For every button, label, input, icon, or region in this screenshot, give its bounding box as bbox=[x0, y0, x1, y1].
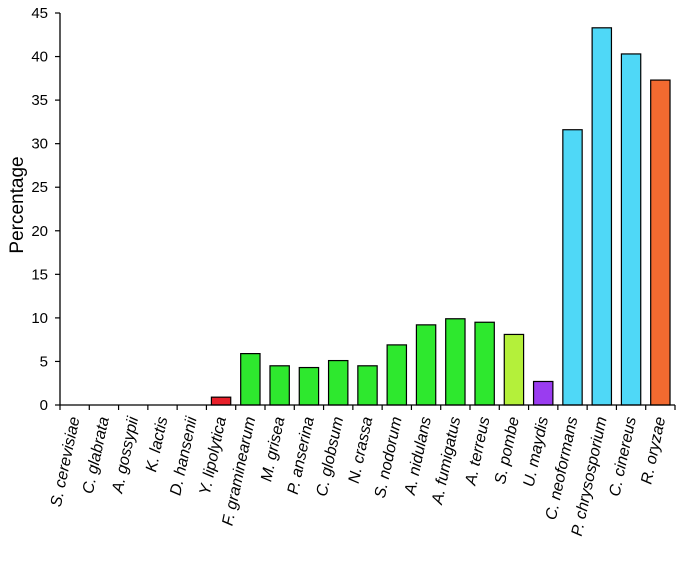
x-tick-label: Y. lipolytica bbox=[197, 415, 230, 496]
bar bbox=[591, 27, 613, 406]
x-tick-label: S. pombe bbox=[492, 415, 523, 486]
x-tick-label: D. hansenii bbox=[167, 415, 200, 497]
x-tick-label: C. cinereus bbox=[607, 415, 640, 498]
bar bbox=[210, 396, 232, 406]
y-tick-label: 40 bbox=[31, 49, 48, 66]
bar bbox=[532, 380, 554, 406]
bar bbox=[298, 366, 320, 406]
x-tick-label: S. cerevisiae bbox=[48, 415, 84, 508]
y-tick-label: 25 bbox=[31, 179, 48, 196]
x-tick-label: C. globsum bbox=[314, 415, 347, 498]
x-tick-label: C. glabrata bbox=[80, 415, 113, 495]
y-tick-label: 15 bbox=[31, 266, 48, 283]
y-tick-label: 30 bbox=[31, 136, 48, 153]
x-tick-label: A. gossypii bbox=[109, 415, 142, 496]
bar bbox=[650, 79, 671, 406]
x-tick-label: U. maydis bbox=[521, 415, 552, 488]
bar bbox=[327, 359, 349, 406]
x-tick-label: R. oryzae bbox=[638, 415, 669, 486]
bar bbox=[503, 333, 525, 406]
y-tick-label: 45 bbox=[31, 5, 48, 22]
x-tick-label: S. nodorum bbox=[372, 415, 406, 499]
bar bbox=[445, 318, 466, 406]
x-tick-label: A. nidulans bbox=[402, 415, 435, 497]
y-tick-label: 0 bbox=[40, 397, 48, 414]
y-tick-label: 35 bbox=[31, 92, 48, 109]
bar bbox=[357, 365, 378, 406]
y-axis: 0 5 10 15 20 25 30 35 40 45 bbox=[31, 5, 61, 414]
bar bbox=[620, 53, 642, 406]
bar bbox=[562, 129, 583, 406]
y-axis-title: Percentage bbox=[7, 156, 28, 253]
y-tick-label: 10 bbox=[31, 310, 48, 327]
bar bbox=[474, 321, 495, 406]
y-tick-label: 20 bbox=[31, 223, 48, 240]
x-tick-label: N. crassa bbox=[346, 415, 377, 485]
bar bbox=[386, 344, 408, 406]
x-tick-label: A. terreus bbox=[462, 415, 493, 487]
bar bbox=[240, 353, 261, 406]
x-tick-label: K. lactis bbox=[143, 415, 171, 473]
bar bbox=[415, 324, 437, 406]
x-tick-label: A. fumigatus bbox=[429, 415, 464, 507]
x-tick-label: P. anserina bbox=[285, 415, 318, 496]
x-tick-label: M. grisea bbox=[258, 415, 288, 483]
y-tick-label: 5 bbox=[40, 353, 48, 370]
bars bbox=[210, 27, 671, 406]
bar bbox=[269, 365, 290, 406]
